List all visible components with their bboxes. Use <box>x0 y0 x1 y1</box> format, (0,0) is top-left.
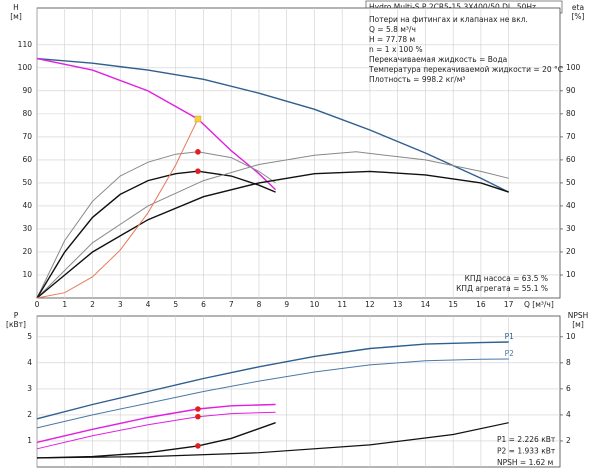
y2-tick-label: 80 <box>566 109 576 118</box>
y-tick-label: 50 <box>22 178 32 187</box>
y2-tick-label: 2 <box>566 436 571 445</box>
x-tick-label: 10 <box>310 300 320 309</box>
y2-tick-label: 10 <box>566 270 576 279</box>
y2-axis-label: [м] <box>572 320 584 329</box>
y2-tick-label: 8 <box>566 358 571 367</box>
operating-point <box>194 115 202 123</box>
plot-area <box>36 315 561 468</box>
y2-tick-label: 70 <box>566 132 576 141</box>
y2-tick-label: 20 <box>566 247 576 256</box>
y-tick-label: 5 <box>27 332 32 341</box>
x-tick-label: 6 <box>201 300 206 309</box>
operating-point <box>195 168 201 174</box>
note: NPSH = 1.62 м <box>497 458 553 467</box>
y2-tick-label: 6 <box>566 384 571 393</box>
x-tick-label: 5 <box>173 300 178 309</box>
y-tick-label: 90 <box>22 86 32 95</box>
curve <box>36 341 509 420</box>
curve <box>36 151 509 299</box>
x-tick-label: 8 <box>257 300 262 309</box>
chart-header: Hydro Multi-S P 2CR5-15 3X400/50 DL, 50H… <box>369 3 536 12</box>
y-axis-label: [кВт] <box>6 320 26 329</box>
note: P2 = 1.933 кВт <box>497 447 556 456</box>
curve <box>36 422 509 459</box>
y-tick-label: 110 <box>18 40 33 49</box>
y-tick-label: 80 <box>22 109 32 118</box>
y2-tick-label: 30 <box>566 224 576 233</box>
operating-point <box>195 149 201 155</box>
y2-axis-label: eta <box>572 3 584 12</box>
note: Перекачиваемая жидкость = Вода <box>369 55 507 64</box>
y-tick-label: 70 <box>22 132 32 141</box>
y-tick-label: 60 <box>22 155 32 164</box>
curve-label: P1 <box>505 332 515 341</box>
y2-axis-label: NPSH <box>568 311 589 320</box>
efficiency-note: КПД агрегата = 55.1 % <box>456 284 548 293</box>
curve <box>36 358 509 429</box>
y2-tick-label: 100 <box>566 63 581 72</box>
y-tick-label: 4 <box>27 358 32 367</box>
note: Температура перекачиваемой жидкости = 20… <box>368 65 563 74</box>
curve-label: P2 <box>505 349 515 358</box>
curve <box>36 403 276 443</box>
x-tick-label: 4 <box>146 300 151 309</box>
y-tick-label: 10 <box>22 270 32 279</box>
x-tick-label: 9 <box>284 300 289 309</box>
note: Плотность = 998.2 кг/м³ <box>369 75 465 84</box>
x-tick-label: 14 <box>421 300 431 309</box>
x-tick-label: 12 <box>365 300 375 309</box>
y2-tick-label: 90 <box>566 86 576 95</box>
curve <box>36 411 276 450</box>
efficiency-note: КПД насоса = 63.5 % <box>465 274 548 283</box>
y-tick-label: 100 <box>18 63 33 72</box>
note: Q = 5.8 м³/ч <box>369 25 416 34</box>
x-tick-label: 3 <box>118 300 123 309</box>
curve <box>36 118 199 299</box>
y-tick-label: 1 <box>27 436 32 445</box>
note: H = 77.78 м <box>369 35 415 44</box>
curve <box>36 170 509 299</box>
y-axis-label: [м] <box>10 12 22 21</box>
y2-tick-label: 50 <box>566 178 576 187</box>
y-axis-label: P <box>14 311 19 320</box>
x-tick-label: 11 <box>337 300 347 309</box>
x-tick-label: 15 <box>448 300 458 309</box>
operating-point <box>195 443 201 449</box>
x-tick-label: 16 <box>476 300 486 309</box>
x-tick-label: 0 <box>35 300 40 309</box>
y-tick-label: 3 <box>27 384 32 393</box>
y-tick-label: 20 <box>22 247 32 256</box>
operating-point <box>195 406 201 412</box>
y2-tick-label: 10 <box>566 332 576 341</box>
x-tick-label: 13 <box>393 300 403 309</box>
y2-axis-label: [%] <box>572 12 585 21</box>
y2-tick-label: 4 <box>566 410 571 419</box>
note: n = 1 x 100 % <box>369 45 423 54</box>
x-tick-label: 17 <box>504 300 514 309</box>
y2-tick-label: 40 <box>566 201 576 210</box>
y-tick-label: 2 <box>27 410 32 419</box>
note: P1 = 2.226 кВт <box>497 435 556 444</box>
x-axis-label: Q [м³/ч] <box>524 300 554 309</box>
y-tick-label: 30 <box>22 224 32 233</box>
x-tick-label: 2 <box>90 300 95 309</box>
curve <box>36 170 276 299</box>
y-tick-label: 40 <box>22 201 32 210</box>
y2-tick-label: 60 <box>566 155 576 164</box>
x-tick-label: 7 <box>229 300 234 309</box>
note: Потери на фитингах и клапанах не вкл. <box>369 15 528 24</box>
curve <box>36 151 276 299</box>
y-axis-label: H <box>13 3 19 12</box>
plot-area <box>36 7 561 299</box>
operating-point <box>195 413 201 420</box>
x-tick-label: 1 <box>62 300 67 309</box>
